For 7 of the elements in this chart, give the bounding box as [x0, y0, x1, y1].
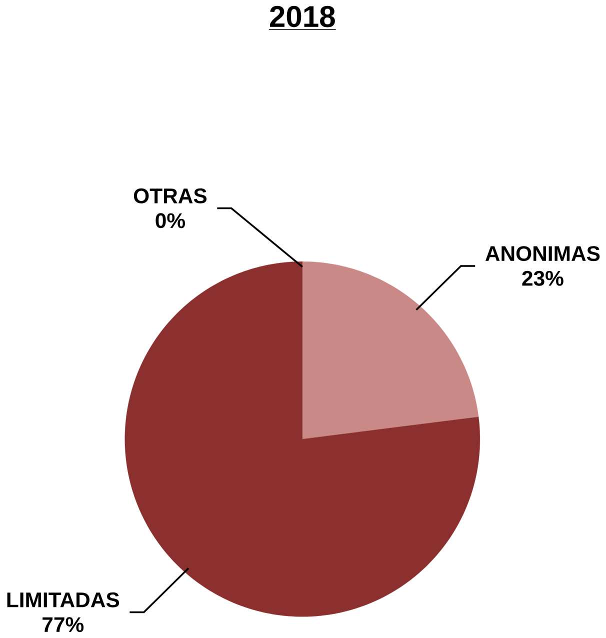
- slice-label: ANONIMAS: [485, 246, 600, 262]
- chart-title: 2018: [270, 6, 335, 28]
- data-label: 77%: [42, 617, 84, 632]
- slice-label: LIMITADAS: [7, 592, 119, 608]
- data-label: 23%: [522, 270, 564, 286]
- category-label: OTRAS: [134, 188, 206, 204]
- text: 0%: [156, 213, 185, 228]
